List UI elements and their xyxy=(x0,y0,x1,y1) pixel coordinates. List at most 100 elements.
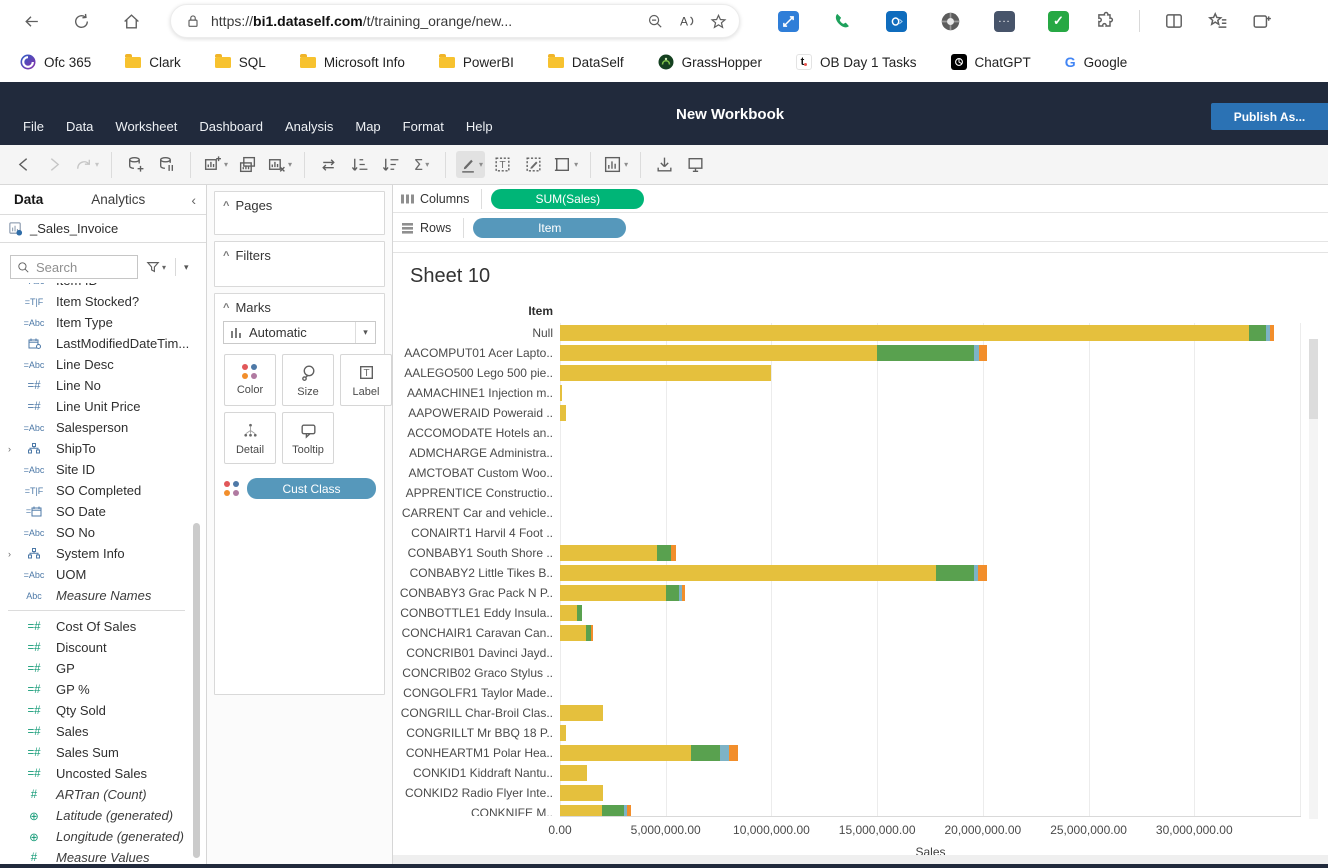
field-row[interactable]: =#Line No xyxy=(0,375,193,396)
menu-worksheet[interactable]: Worksheet xyxy=(104,115,188,138)
bar-segment[interactable] xyxy=(560,345,877,361)
field-row[interactable]: =#Sales xyxy=(0,721,193,742)
mark-type-dropdown[interactable]: Automatic ▾ xyxy=(223,321,376,344)
home-icon[interactable] xyxy=(118,8,144,34)
field-row[interactable]: #ARTran (Count) xyxy=(0,784,193,805)
pages-card[interactable]: ^ Pages xyxy=(214,191,385,235)
highlight-icon[interactable]: ▾ xyxy=(456,151,485,178)
favorites-list-icon[interactable] xyxy=(1208,11,1228,31)
field-row[interactable]: LastModifiedDateTim... xyxy=(0,333,193,354)
presentation-mode-icon[interactable] xyxy=(682,151,709,178)
field-row[interactable]: =AbcSO No xyxy=(0,522,193,543)
field-row[interactable]: #Measure Values xyxy=(0,847,193,864)
extensions-puzzle-icon[interactable] xyxy=(1095,11,1115,31)
field-row[interactable]: =T|FItem Stocked? xyxy=(0,291,193,312)
bar-segment[interactable] xyxy=(560,745,691,761)
label-button[interactable]: TLabel xyxy=(340,354,392,406)
borders-icon[interactable]: ▾ xyxy=(551,151,580,178)
field-row[interactable]: =SO Date xyxy=(0,501,193,522)
redo-icon[interactable]: ▾ xyxy=(72,151,101,178)
cust-class-pill[interactable]: Cust Class xyxy=(247,478,376,499)
size-button[interactable]: Size xyxy=(282,354,334,406)
color-button[interactable]: Color xyxy=(224,354,276,406)
search-input[interactable] xyxy=(36,260,121,275)
duplicate-sheet-icon[interactable] xyxy=(234,151,261,178)
columns-shelf[interactable]: Columns SUM(Sales) xyxy=(393,185,1328,213)
bar-segment[interactable] xyxy=(720,745,730,761)
bookmark-item[interactable]: Microsoft Info xyxy=(300,55,405,70)
data-source-row[interactable]: _Sales_Invoice xyxy=(0,215,206,243)
field-row[interactable]: =#GP % xyxy=(0,679,193,700)
shutter-icon[interactable] xyxy=(940,11,961,32)
bar-segment[interactable] xyxy=(560,585,666,601)
bar-segment[interactable] xyxy=(560,385,562,401)
bar-segment[interactable] xyxy=(560,725,566,741)
new-worksheet-icon[interactable]: ▾ xyxy=(201,151,230,178)
bar-segment[interactable] xyxy=(729,745,737,761)
bar-segment[interactable] xyxy=(560,405,566,421)
download-icon[interactable] xyxy=(651,151,678,178)
bookmark-item[interactable]: PowerBI xyxy=(439,55,514,70)
bar-plot[interactable] xyxy=(560,323,1301,816)
field-row[interactable]: =AbcItem Type xyxy=(0,312,193,333)
menu-map[interactable]: Map xyxy=(344,115,391,138)
scrollbar-thumb[interactable] xyxy=(1309,339,1318,419)
bar-segment[interactable] xyxy=(979,345,987,361)
menu-format[interactable]: Format xyxy=(392,115,455,138)
show-me-icon[interactable]: ▾ xyxy=(601,151,630,178)
swap-rows-columns-icon[interactable] xyxy=(315,151,342,178)
bar-segment[interactable] xyxy=(560,325,1249,341)
bookmark-item[interactable]: SQL xyxy=(215,55,266,70)
bar-segment[interactable] xyxy=(560,605,577,621)
split-screen-icon[interactable] xyxy=(1164,11,1184,31)
back-arrow-icon[interactable] xyxy=(10,151,37,178)
chevron-down-icon[interactable]: ▾ xyxy=(355,322,375,343)
screen-share-icon[interactable] xyxy=(778,11,799,32)
bar-segment[interactable] xyxy=(657,545,671,561)
refresh-icon[interactable] xyxy=(68,8,94,34)
field-row[interactable]: AbcMeasure Names xyxy=(0,585,193,606)
bar-segment[interactable] xyxy=(602,805,624,816)
detail-button[interactable]: Detail xyxy=(224,412,276,464)
bar-segment[interactable] xyxy=(560,625,586,641)
field-row[interactable]: =AbcUOM xyxy=(0,564,193,585)
search-box[interactable] xyxy=(10,255,138,279)
tab-plus-icon[interactable] xyxy=(1252,11,1272,31)
outlook-icon[interactable] xyxy=(886,11,907,32)
bar-segment[interactable] xyxy=(671,545,676,561)
bar-segment[interactable] xyxy=(978,565,988,581)
field-row[interactable]: ⊕Longitude (generated) xyxy=(0,826,193,847)
collapse-icon[interactable]: ^ xyxy=(223,250,229,262)
filters-card[interactable]: ^ Filters xyxy=(214,241,385,287)
bar-segment[interactable] xyxy=(560,765,587,781)
collapse-icon[interactable]: ^ xyxy=(223,200,229,212)
pause-auto-updates-icon[interactable] xyxy=(153,151,180,178)
back-icon[interactable] xyxy=(18,8,44,34)
bar-segment[interactable] xyxy=(560,805,602,816)
field-row[interactable]: ›ShipTo xyxy=(0,438,193,459)
field-row[interactable]: =#Qty Sold xyxy=(0,700,193,721)
tooltip-button[interactable]: Tooltip xyxy=(282,412,334,464)
totals-icon[interactable]: Σ▾ xyxy=(408,151,435,178)
chart-scrollbar[interactable] xyxy=(1309,339,1318,819)
show-mark-labels-icon[interactable]: T xyxy=(489,151,516,178)
bookmark-item[interactable]: DataSelf xyxy=(548,55,624,70)
bar-segment[interactable] xyxy=(1249,325,1266,341)
bar-segment[interactable] xyxy=(560,365,771,381)
menu-dashboard[interactable]: Dashboard xyxy=(188,115,274,138)
view-options-icon[interactable]: ▾ xyxy=(184,262,189,273)
collapse-icon[interactable]: ^ xyxy=(223,302,229,314)
menu-analysis[interactable]: Analysis xyxy=(274,115,344,138)
field-row[interactable]: =#Line Unit Price xyxy=(0,396,193,417)
field-row[interactable]: ›System Info xyxy=(0,543,193,564)
zoom-out-icon[interactable] xyxy=(647,13,664,30)
field-row[interactable]: =AbcLine Desc xyxy=(0,354,193,375)
bar-segment[interactable] xyxy=(666,585,680,601)
field-row[interactable]: =#GP xyxy=(0,658,193,679)
bar-segment[interactable] xyxy=(691,745,720,761)
field-list-scrollbar[interactable] xyxy=(193,523,200,858)
read-aloud-icon[interactable]: A xyxy=(678,12,696,30)
field-row[interactable]: =AbcSite ID xyxy=(0,459,193,480)
bar-segment[interactable] xyxy=(560,545,657,561)
bar-segment[interactable] xyxy=(560,565,936,581)
